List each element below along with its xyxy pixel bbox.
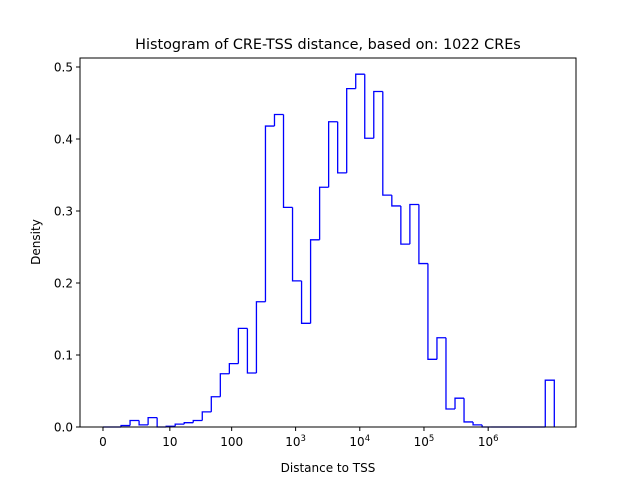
histogram-bin — [219, 373, 230, 397]
histogram-bin — [291, 207, 302, 282]
histogram-bin — [237, 327, 248, 364]
y-tick-label: 0.3 — [54, 205, 73, 219]
histogram-bin — [318, 186, 329, 240]
x-axis: 0 10 100 103 104 105 106 — [99, 427, 499, 449]
histogram-bin — [355, 73, 365, 89]
x-tick-label: 103 — [285, 434, 306, 449]
x-tick-label: 106 — [478, 434, 499, 449]
histogram-bin — [427, 263, 437, 360]
histogram-bin — [463, 398, 474, 423]
histogram-bin — [382, 91, 392, 196]
y-tick-label: 0.2 — [54, 277, 73, 291]
y-tick-label: 0.4 — [54, 133, 73, 147]
histogram-bin — [273, 113, 284, 127]
histogram-bin — [147, 416, 158, 425]
histogram-bin — [409, 203, 419, 245]
histogram-bin — [346, 87, 356, 173]
x-axis-label: Distance to TSS — [281, 461, 376, 475]
histogram-bin — [264, 125, 275, 302]
y-tick-label: 0.0 — [54, 421, 73, 435]
histogram-bin — [436, 337, 446, 360]
histogram-bin — [129, 419, 140, 426]
histogram-bin — [364, 74, 374, 139]
histogram-bin — [174, 423, 185, 427]
histogram-bin — [228, 362, 239, 374]
plot-frame — [79, 57, 577, 428]
histogram-bin — [373, 90, 383, 139]
histogram-bin — [201, 411, 212, 421]
histogram-bin — [192, 419, 203, 423]
histogram-bin — [255, 301, 266, 373]
histogram-bin — [282, 114, 293, 209]
y-tick-label: 0.1 — [54, 349, 73, 363]
histogram-bars — [102, 73, 555, 428]
x-tick-label: 0 — [99, 435, 107, 449]
y-axis-label: Density — [29, 219, 43, 265]
histogram-bin — [445, 337, 456, 410]
histogram-bin — [418, 204, 428, 265]
histogram-bin — [337, 121, 347, 174]
histogram-bin — [400, 205, 410, 245]
histogram-bin — [472, 421, 483, 426]
y-tick-label: 0.5 — [54, 61, 73, 75]
histogram-bin — [454, 397, 465, 409]
chart-title: Histogram of CRE-TSS distance, based on:… — [135, 37, 521, 53]
histogram-bin — [327, 121, 338, 188]
x-tick-label: 104 — [349, 434, 370, 449]
x-tick-label: 100 — [220, 435, 243, 449]
histogram-bin — [210, 396, 221, 412]
histogram-bin — [544, 379, 555, 427]
x-tick-label: 105 — [414, 434, 435, 449]
histogram-bin — [300, 280, 311, 324]
histogram-bin — [138, 420, 149, 426]
histogram-bin — [156, 417, 167, 428]
histogram-bin — [309, 239, 320, 324]
histogram-bin — [183, 422, 194, 425]
x-tick-label: 10 — [162, 435, 177, 449]
y-axis: 0.0 0.1 0.2 0.3 0.4 0.5 — [54, 61, 80, 435]
histogram-bin — [246, 328, 257, 374]
histogram-bin — [391, 195, 401, 207]
